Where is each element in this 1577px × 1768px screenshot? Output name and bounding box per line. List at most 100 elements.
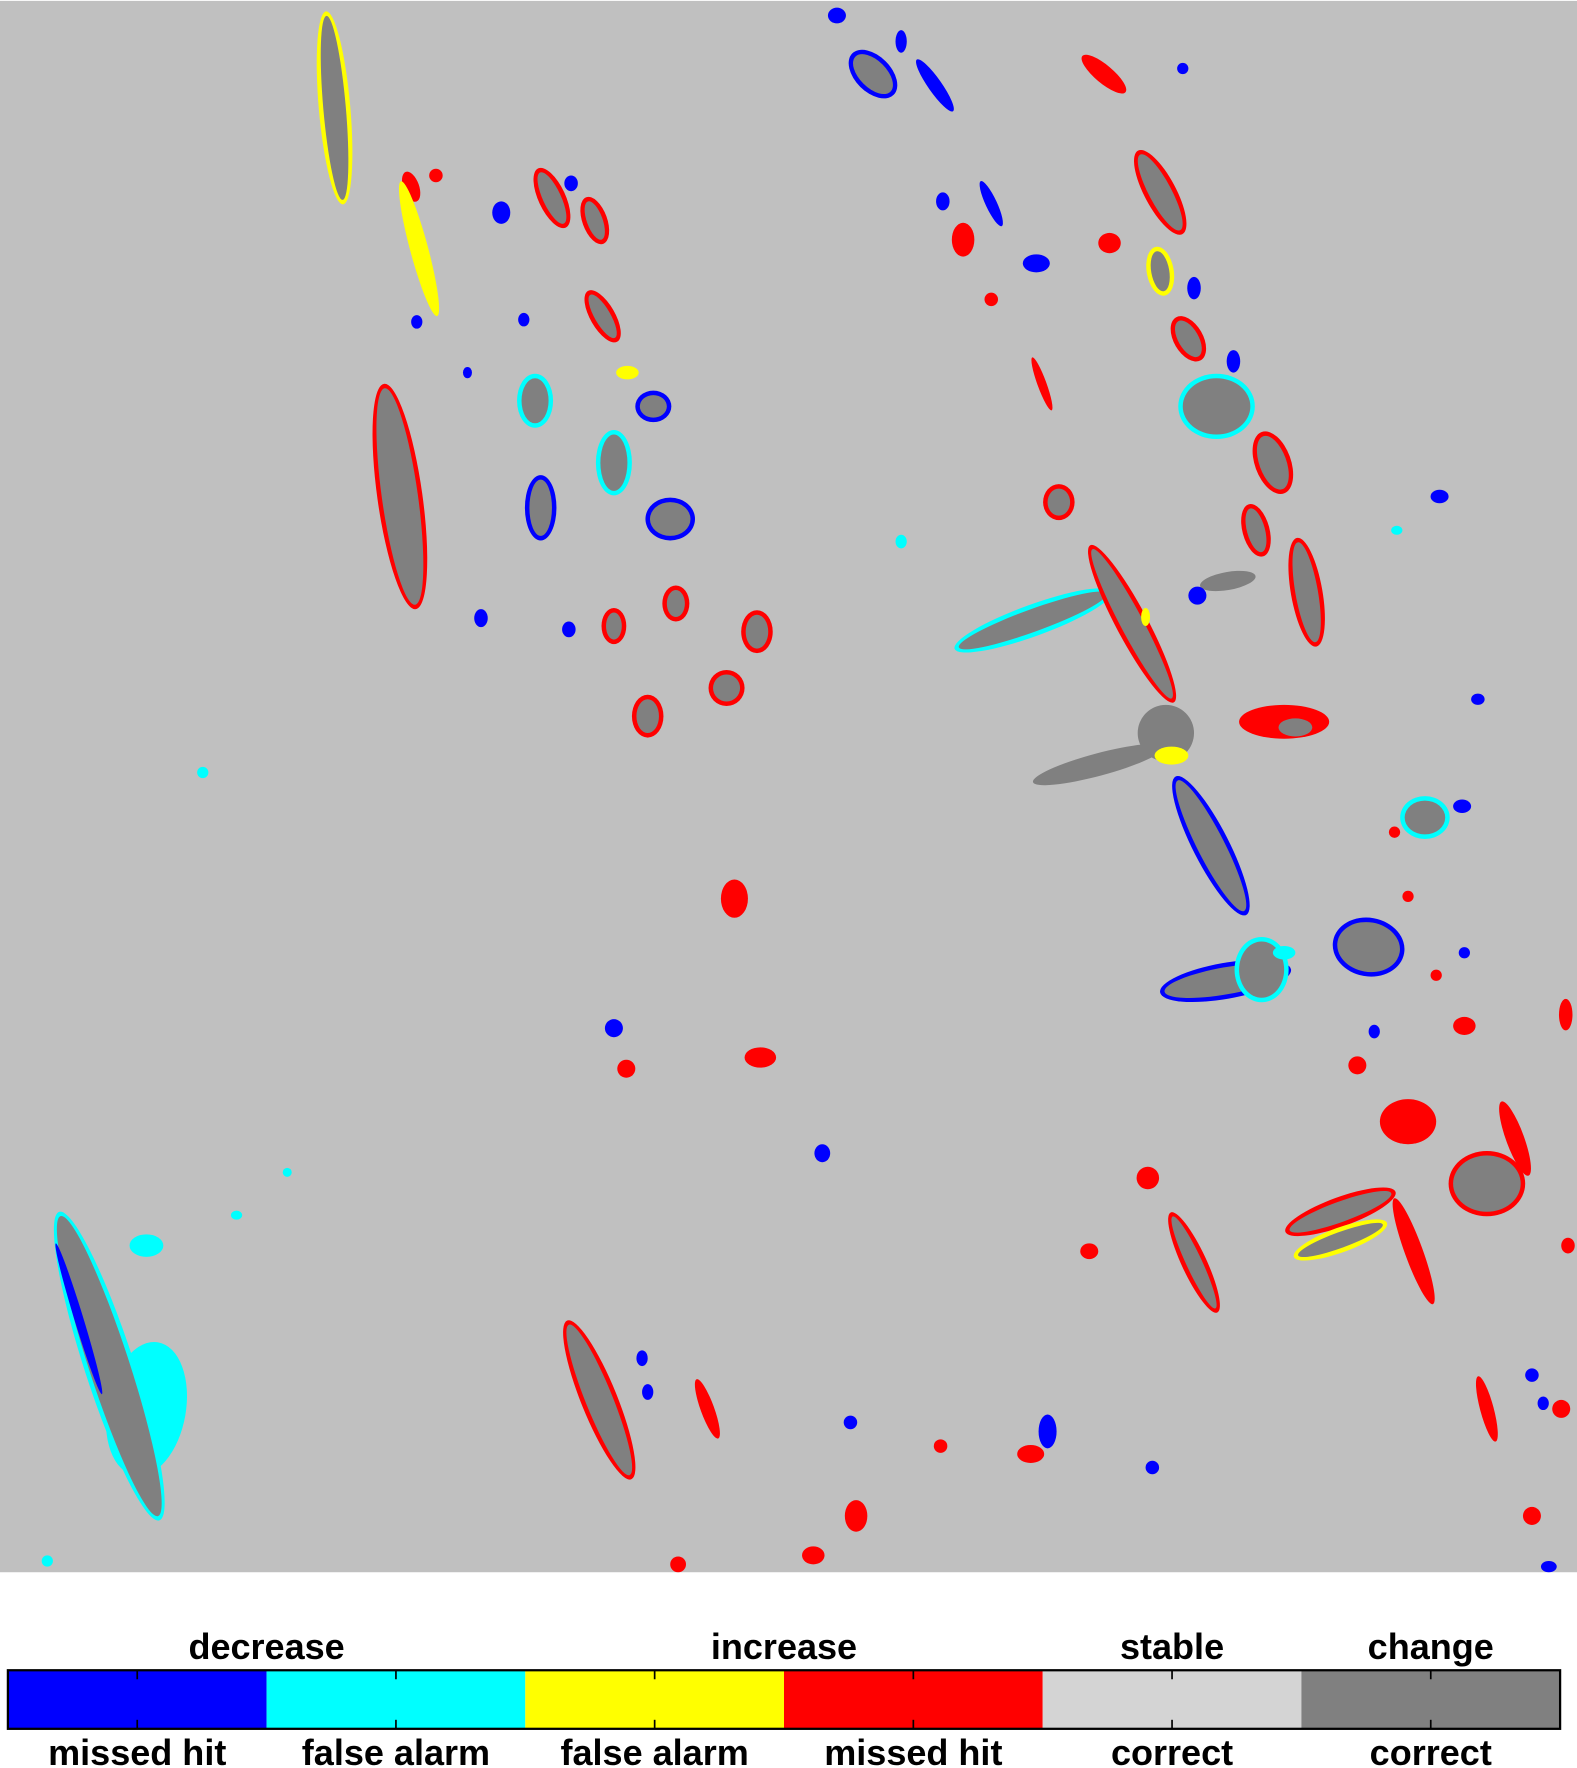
region xyxy=(376,388,424,605)
region xyxy=(1430,489,1449,504)
region xyxy=(1182,378,1251,435)
region xyxy=(1177,62,1189,75)
region xyxy=(1188,586,1207,605)
region xyxy=(41,1555,53,1567)
legend-group-label: increase xyxy=(711,1626,857,1667)
region xyxy=(936,192,950,211)
region xyxy=(720,879,748,918)
region xyxy=(853,54,893,95)
region xyxy=(1522,1506,1541,1525)
region xyxy=(474,609,488,628)
region xyxy=(617,1059,636,1078)
region xyxy=(197,766,209,779)
region xyxy=(984,292,999,307)
region xyxy=(521,378,549,424)
region xyxy=(1080,1243,1099,1260)
region xyxy=(1337,922,1400,973)
region xyxy=(1391,525,1403,535)
region xyxy=(529,479,552,536)
legend-swatch xyxy=(525,1670,784,1729)
region xyxy=(230,1210,243,1220)
region xyxy=(1471,693,1485,705)
region xyxy=(1561,1237,1575,1254)
legend-swatch xyxy=(1042,1670,1302,1729)
region xyxy=(1137,154,1183,231)
region xyxy=(1278,718,1313,737)
region xyxy=(1289,1190,1392,1233)
region xyxy=(744,1047,777,1068)
region xyxy=(1453,799,1472,814)
region xyxy=(1298,1222,1383,1258)
region xyxy=(55,1243,103,1395)
region xyxy=(1292,542,1321,643)
region xyxy=(1154,746,1189,765)
region xyxy=(1537,1396,1549,1411)
legend-swatch xyxy=(783,1670,1043,1729)
region xyxy=(411,315,423,329)
region xyxy=(1047,488,1071,516)
region xyxy=(636,699,659,734)
region xyxy=(1091,549,1173,699)
legend: missed hit false alarm decrease false alarm… xyxy=(6,1626,1562,1768)
region xyxy=(562,621,576,638)
region xyxy=(604,1019,623,1038)
legend-swatch xyxy=(7,1670,267,1729)
region xyxy=(1368,1024,1380,1039)
region xyxy=(518,312,530,327)
region xyxy=(1453,1016,1476,1035)
legend-swatch xyxy=(266,1670,526,1729)
region xyxy=(1017,1444,1045,1463)
region xyxy=(1175,780,1247,912)
region xyxy=(129,1234,164,1257)
region xyxy=(1402,890,1414,903)
region xyxy=(1379,1099,1437,1145)
region xyxy=(616,365,639,380)
region xyxy=(713,674,741,702)
region xyxy=(802,1546,825,1565)
region xyxy=(895,30,907,53)
region xyxy=(844,1500,868,1532)
region xyxy=(606,612,622,640)
legend-item-label: correct xyxy=(1370,1732,1492,1768)
region xyxy=(1245,508,1267,553)
region xyxy=(1499,1101,1531,1176)
region xyxy=(666,590,685,618)
legend-border xyxy=(6,1669,1562,1730)
region xyxy=(649,502,691,536)
region xyxy=(843,1415,858,1430)
region xyxy=(1081,54,1127,94)
region xyxy=(1038,1414,1057,1449)
region xyxy=(745,614,769,649)
region xyxy=(933,1439,948,1453)
region xyxy=(1404,800,1446,835)
legend-item-label: false alarm xyxy=(560,1732,748,1768)
region xyxy=(979,181,1003,227)
legend-item-label: missed hit xyxy=(824,1732,1002,1768)
region xyxy=(398,181,440,317)
region xyxy=(1453,1155,1521,1212)
region xyxy=(1150,251,1170,292)
region xyxy=(1525,1368,1539,1382)
region xyxy=(958,591,1108,650)
legend-group-label: change xyxy=(1368,1626,1494,1667)
region xyxy=(1098,232,1121,254)
region xyxy=(566,1324,633,1476)
map-background xyxy=(0,0,1577,1573)
region xyxy=(1552,1399,1571,1418)
region xyxy=(1239,941,1285,998)
region xyxy=(1272,945,1296,960)
region xyxy=(1540,1560,1557,1573)
region xyxy=(1458,947,1470,959)
region xyxy=(670,1556,686,1573)
region xyxy=(56,1215,162,1517)
region xyxy=(584,201,605,240)
region xyxy=(1430,969,1442,981)
region xyxy=(1141,608,1151,627)
region xyxy=(537,172,567,224)
region xyxy=(1031,357,1053,411)
legend-item-label: correct xyxy=(1111,1732,1233,1768)
region xyxy=(1022,254,1050,273)
legend-item-label: missed hit xyxy=(48,1732,226,1768)
region xyxy=(282,1167,292,1177)
